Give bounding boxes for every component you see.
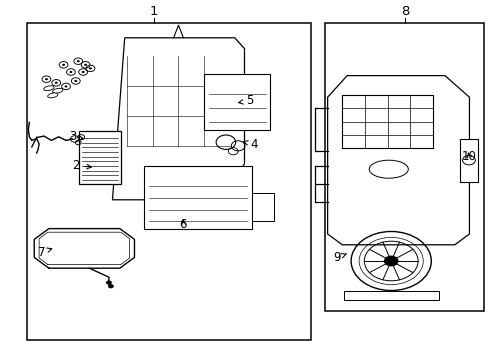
Circle shape	[81, 71, 84, 73]
Text: 7: 7	[38, 246, 52, 258]
Circle shape	[108, 284, 114, 288]
Circle shape	[62, 64, 65, 66]
Circle shape	[55, 82, 58, 84]
Circle shape	[77, 60, 80, 62]
Circle shape	[89, 67, 92, 69]
Circle shape	[69, 71, 72, 73]
Text: 1: 1	[149, 5, 158, 18]
Bar	[343, 291, 438, 300]
Text: 8: 8	[400, 5, 408, 18]
Text: 3: 3	[68, 130, 83, 143]
Bar	[251, 193, 273, 221]
Text: 10: 10	[461, 150, 476, 163]
Circle shape	[74, 80, 77, 82]
Ellipse shape	[43, 86, 54, 91]
Bar	[325, 23, 483, 311]
Text: 4: 4	[243, 138, 258, 150]
Circle shape	[106, 280, 112, 285]
Bar	[144, 166, 251, 229]
Text: 6: 6	[179, 219, 187, 231]
Circle shape	[84, 64, 87, 66]
Ellipse shape	[47, 93, 58, 98]
Bar	[459, 139, 477, 182]
Bar	[27, 23, 310, 340]
Text: 9: 9	[333, 251, 346, 264]
Circle shape	[45, 78, 48, 80]
Ellipse shape	[52, 88, 63, 93]
Bar	[204, 74, 270, 130]
Bar	[79, 131, 121, 184]
Text: 5: 5	[238, 94, 253, 107]
Circle shape	[64, 85, 67, 87]
Polygon shape	[327, 76, 468, 245]
Bar	[342, 95, 432, 148]
Circle shape	[383, 256, 398, 266]
Text: 2: 2	[72, 159, 91, 172]
Polygon shape	[112, 38, 244, 200]
Ellipse shape	[368, 160, 407, 178]
